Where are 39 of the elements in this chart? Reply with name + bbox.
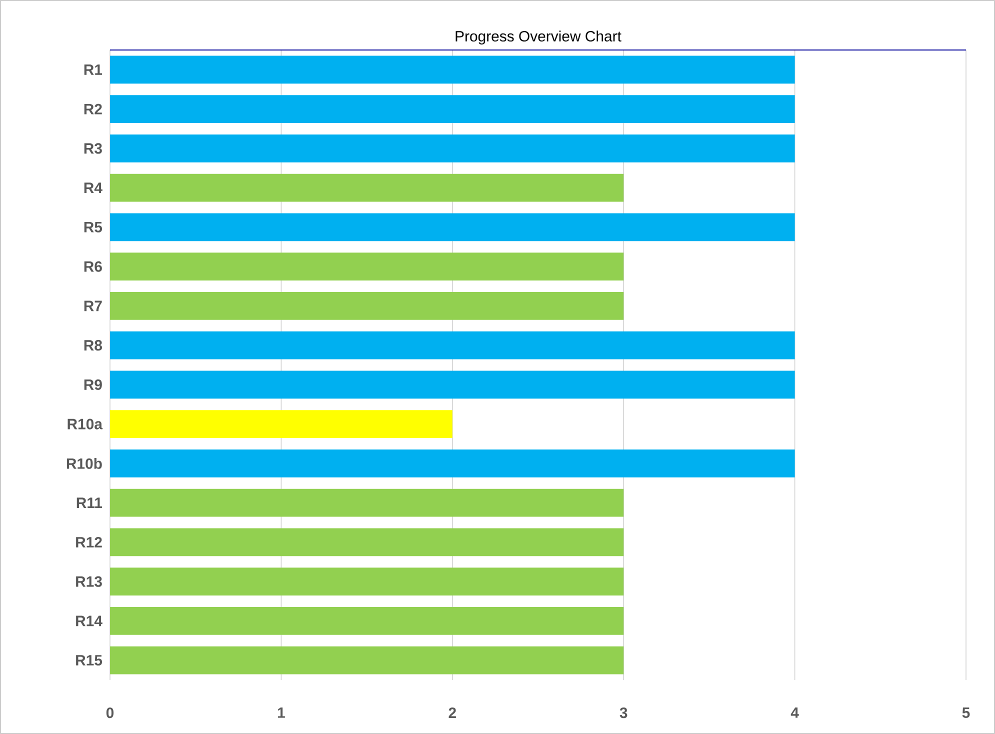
y-tick-label: R6 xyxy=(84,261,102,272)
y-tick-label: R1 xyxy=(84,64,102,75)
y-tick-label: R5 xyxy=(84,222,102,232)
bar xyxy=(110,410,452,438)
x-tick-label: 5 xyxy=(962,708,970,718)
bar xyxy=(110,56,795,84)
y-tick-label: R14 xyxy=(76,616,102,626)
bar xyxy=(110,449,795,478)
y-tick-label: R10a xyxy=(68,418,103,430)
y-tick-label: R3 xyxy=(84,143,102,154)
y-tick-label: R8 xyxy=(84,340,102,351)
y-tick-label: R2 xyxy=(84,104,102,114)
x-tick-label: 0 xyxy=(106,708,114,718)
y-tick-label: R13 xyxy=(76,576,102,587)
x-tick-label: 4 xyxy=(790,708,799,718)
bar xyxy=(110,528,624,556)
bar xyxy=(110,646,624,674)
x-tick-label: 2 xyxy=(448,708,456,718)
bar xyxy=(110,252,624,281)
bar xyxy=(110,370,795,399)
bar xyxy=(110,292,624,320)
chart-title: Progress Overview Chart xyxy=(456,30,622,44)
bar xyxy=(110,606,624,635)
x-tick-label: 3 xyxy=(620,708,628,718)
y-tick-label: R10b xyxy=(66,458,102,469)
bar xyxy=(110,174,624,202)
y-tick-label: R9 xyxy=(84,379,102,390)
bar xyxy=(110,213,795,242)
bar xyxy=(110,568,624,596)
x-tick-label: 1 xyxy=(278,708,285,718)
y-tick-label: R11 xyxy=(76,498,102,508)
bar xyxy=(110,488,624,517)
y-tick-label: R15 xyxy=(76,655,102,666)
bar xyxy=(110,95,795,124)
y-tick-label: R7 xyxy=(84,300,102,312)
y-tick-label: R12 xyxy=(76,536,102,548)
y-tick-label: R4 xyxy=(84,182,102,193)
bar xyxy=(110,331,795,360)
bar xyxy=(110,134,795,162)
